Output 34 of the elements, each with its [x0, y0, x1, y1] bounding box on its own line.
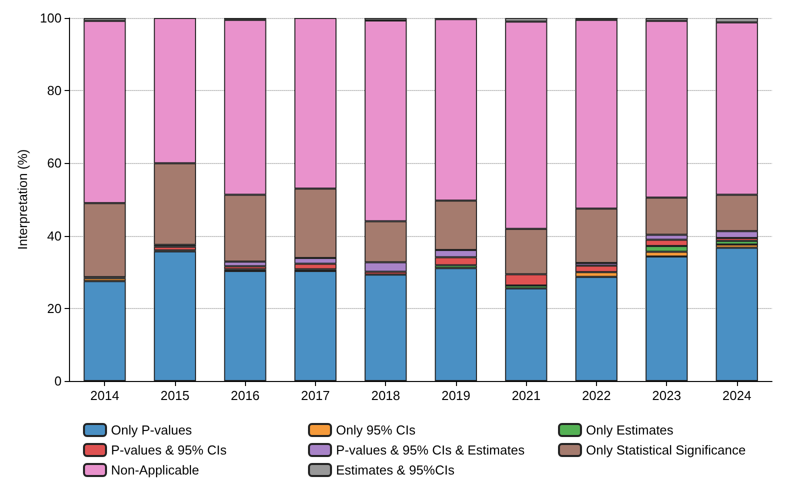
x-tick-label: 2019: [441, 388, 470, 403]
bar: [364, 274, 407, 381]
bar: [224, 271, 266, 381]
y-tick-label: 0: [54, 374, 62, 388]
y-tick-label: 100: [40, 10, 62, 26]
legend-label: Non-Applicable: [111, 462, 200, 478]
x-tick-label: 2022: [582, 388, 611, 403]
y-tick-label: 60: [47, 156, 62, 171]
legend-label: Estimates & 95%CIs: [336, 462, 455, 478]
x-tick-label: 2021: [512, 388, 541, 403]
x-tick-label: 2024: [722, 388, 752, 403]
x-tick-label: 2017: [300, 388, 330, 403]
y-tick-label: 80: [47, 83, 62, 98]
y-tick-label: 40: [47, 228, 62, 244]
bar: [294, 271, 337, 381]
legend-label: Only P-values: [111, 422, 192, 438]
y-axis-title: Interpretation (%): [15, 149, 30, 250]
x-tick-label: 2016: [230, 388, 260, 403]
legend-label: P-values & 95% CIs: [111, 442, 228, 458]
legend-label: P-values & 95% CIs & Estimates: [336, 442, 526, 458]
legend-label: Only Statistical Significance: [586, 442, 746, 458]
x-tick-label: 2023: [652, 388, 682, 403]
bar: [716, 240, 758, 245]
bar: [505, 288, 548, 381]
bar: [434, 268, 477, 381]
y-tick-label: 20: [47, 300, 62, 316]
legend-label: Only Estimates: [586, 422, 674, 438]
x-tick-label: 2018: [371, 388, 400, 403]
bar: [646, 256, 688, 381]
x-tick-label: 2014: [90, 388, 120, 403]
bar: [716, 248, 758, 381]
legend-label: Only 95% CIs: [336, 422, 416, 438]
bar: [84, 281, 126, 381]
x-tick-label: 2015: [160, 388, 190, 403]
